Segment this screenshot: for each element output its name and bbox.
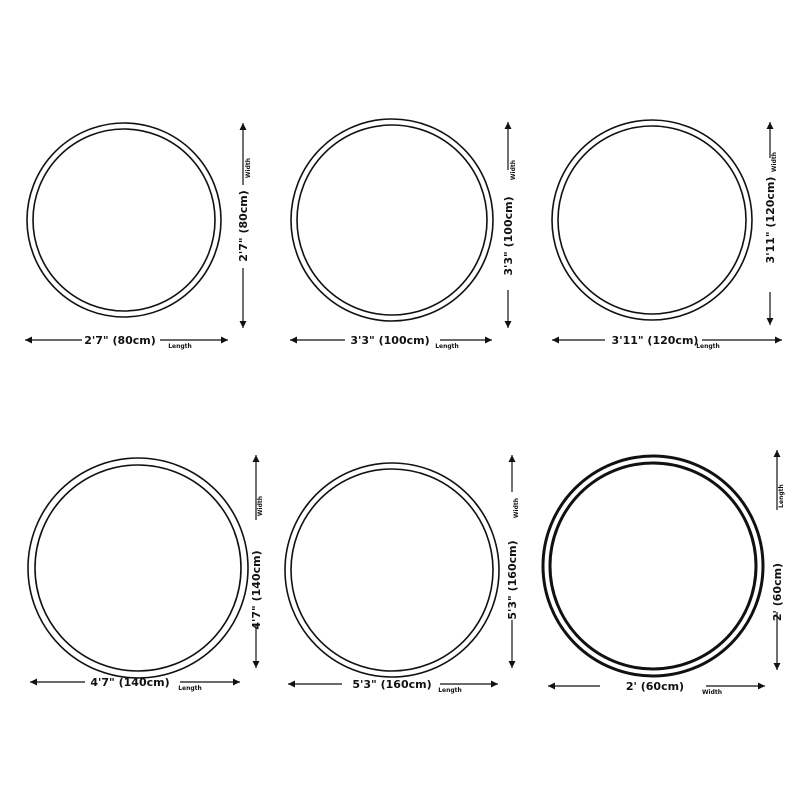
- rug-inner-ring: [34, 464, 242, 672]
- vertical-size-label: 2'7" (80cm): [237, 190, 250, 262]
- vertical-caption: Width: [771, 152, 778, 172]
- horizontal-caption: Length: [696, 343, 720, 350]
- vertical-caption: Width: [510, 160, 517, 180]
- rug-outer-ring: [290, 118, 494, 322]
- horizontal-caption: Length: [178, 685, 202, 692]
- vertical-size-label: 3'3" (100cm): [502, 196, 515, 275]
- horizontal-size-label: 2' (60cm): [626, 680, 684, 693]
- rug-inner-ring: [290, 468, 494, 672]
- rug-outer-ring: [26, 122, 222, 318]
- horizontal-caption: Length: [438, 687, 462, 694]
- vertical-caption: Width: [257, 496, 264, 516]
- rug-panel: 5'3" (160cm) Width 5'3" (160cm) Length: [284, 455, 520, 694]
- vertical-size-label: 4'7" (140cm): [250, 550, 263, 629]
- horizontal-size-label: 2'7" (80cm): [84, 334, 156, 347]
- rug-inner-ring: [296, 124, 488, 316]
- rug-inner-ring: [32, 128, 216, 312]
- rug-panel: 4'7" (140cm) Width 4'7" (140cm) Length: [27, 455, 264, 692]
- rug-inner-ring: [557, 125, 747, 315]
- horizontal-caption: Width: [702, 689, 722, 696]
- horizontal-size-label: 3'3" (100cm): [350, 334, 429, 347]
- horizontal-size-label: 3'11" (120cm): [612, 334, 699, 347]
- rug-outer-ring: [541, 454, 765, 678]
- vertical-caption: Width: [513, 498, 520, 518]
- rug-outer-ring: [551, 119, 753, 321]
- rug-panel: 3'3" (100cm) Width 3'3" (100cm) Length: [290, 118, 517, 350]
- horizontal-size-label: 4'7" (140cm): [90, 676, 169, 689]
- rug-inner-ring: [548, 461, 758, 671]
- vertical-caption: Length: [778, 484, 785, 508]
- horizontal-caption: Length: [435, 343, 459, 350]
- horizontal-caption: Length: [168, 343, 192, 350]
- horizontal-size-label: 5'3" (160cm): [352, 678, 431, 691]
- vertical-size-label: 3'11" (120cm): [764, 177, 777, 264]
- rug-outer-ring: [27, 457, 249, 679]
- rug-panel: 2' (60cm) Length 2' (60cm) Width: [541, 450, 785, 696]
- vertical-caption: Width: [245, 158, 252, 178]
- rug-outer-ring: [284, 462, 500, 678]
- vertical-size-label: 2' (60cm): [771, 563, 784, 621]
- rug-panel: 2'7" (80cm) Width 2'7" (80cm) Length: [25, 122, 252, 350]
- vertical-size-label: 5'3" (160cm): [506, 540, 519, 619]
